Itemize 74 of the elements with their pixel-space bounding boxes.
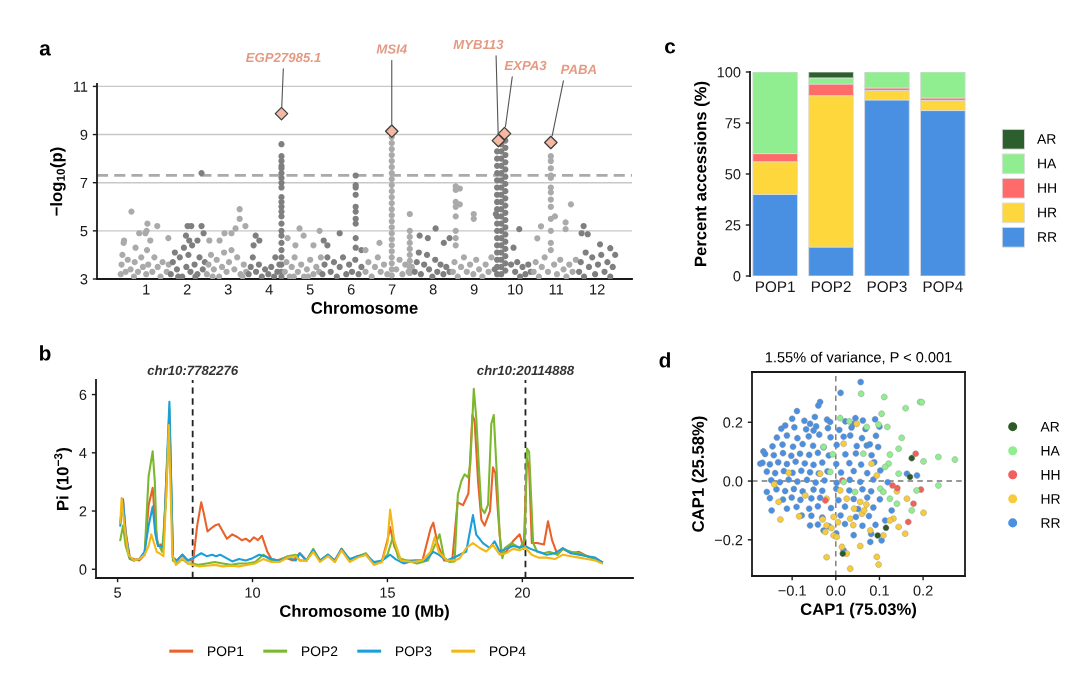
x-tick-label: 11 [549,284,564,295]
x-tick-label: 15 [380,587,395,598]
y-tick-label: 25 [725,220,741,231]
x-tick-label: 20 [514,587,530,598]
text: c [665,42,676,54]
x-axis-title: CAP1 (75.03%) [800,602,917,619]
annotation: EGP27985.1 [245,52,321,63]
y-axis-title: CAP1 (25.58%) [691,416,708,532]
x-tick-label: 10 [245,587,261,598]
y-tick-label: 5 [80,226,88,237]
annotation: EXPA3 [504,60,547,71]
y-tick-label: 6 [79,389,87,400]
x-tick-label: −0.1 [778,585,806,596]
x-tick-label: 2 [183,284,191,295]
x-tick-label: POP2 [811,281,851,293]
x-tick-label: 1 [143,284,150,295]
legend-label: POP3 [396,646,432,657]
y-tick-label: 2 [79,506,87,517]
x-axis-title: Chromosome 10 (Mb) [280,604,449,621]
x-tick-label: POP1 [756,281,795,293]
x-tick-label: 7 [388,284,396,295]
legend-label: POP2 [302,646,338,657]
chart-title: 1.55% of variance, P < 0.001 [765,351,952,365]
annotation: MSI4 [376,44,407,54]
x-tick-label: 10 [508,284,523,295]
annotation: PABA [560,64,597,74]
y-axis-title: −log$_{10}$(p) [50,147,66,216]
x-tick-label: 9 [470,284,478,295]
y-tick-label: 100 [717,67,741,78]
y-tick-label: 0 [79,564,87,575]
y-tick-label: −0.2 [714,534,743,546]
legend-label: HA [1038,158,1057,169]
y-tick-label: 9 [80,129,88,140]
x-tick-label: 0.2 [913,585,933,596]
x-tick-label: 5 [114,587,122,598]
ref-line-label: chr10:20114888 [477,365,575,376]
x-tick-label: 8 [429,284,437,295]
legend-label: RR [1038,232,1057,242]
text: a [39,44,51,56]
y-tick-label: 0.2 [723,417,743,428]
y-tick-label: 4 [79,448,87,459]
x-tick-label: POP3 [867,281,907,293]
x-tick-label: 5 [306,284,314,295]
x-tick-label: 3 [224,284,232,295]
y-tick-label: 75 [725,118,741,129]
legend-label: AR [1037,134,1056,144]
legend-label: HR [1041,494,1060,504]
annotation: MYB113 [453,39,504,50]
legend-label: AR [1040,421,1060,432]
legend-label: RR [1041,518,1060,528]
legend-label: HA [1041,446,1060,456]
legend-label: HH [1041,470,1060,480]
text: d [659,352,670,368]
x-tick-label: 12 [590,284,605,295]
x-tick-label: 0.1 [869,585,889,596]
y-tick-label: 3 [80,274,88,285]
y-tick-label: 7 [80,177,88,188]
x-axis-title: Chromosome [311,301,418,314]
x-tick-label: 6 [347,284,355,295]
legend-label: HR [1038,207,1057,218]
y-tick-label: 0 [733,271,741,282]
ref-line-label: chr10:7782276 [147,365,239,376]
y-axis-title: Pi (10$^{−3}$) [54,447,72,510]
legend-label: HH [1038,183,1056,193]
y-axis-title: Percent accessions (%) [694,81,710,266]
x-tick-label: 4 [265,284,273,295]
legend-label: POP4 [490,646,526,657]
y-tick-label: 11 [73,81,88,92]
text: b [40,345,51,361]
y-tick-label: 50 [725,169,741,180]
legend-label: POP1 [208,646,244,657]
x-tick-label: 0.0 [826,585,846,596]
y-tick-label: 0.0 [723,476,743,487]
x-tick-label: POP4 [923,281,963,293]
